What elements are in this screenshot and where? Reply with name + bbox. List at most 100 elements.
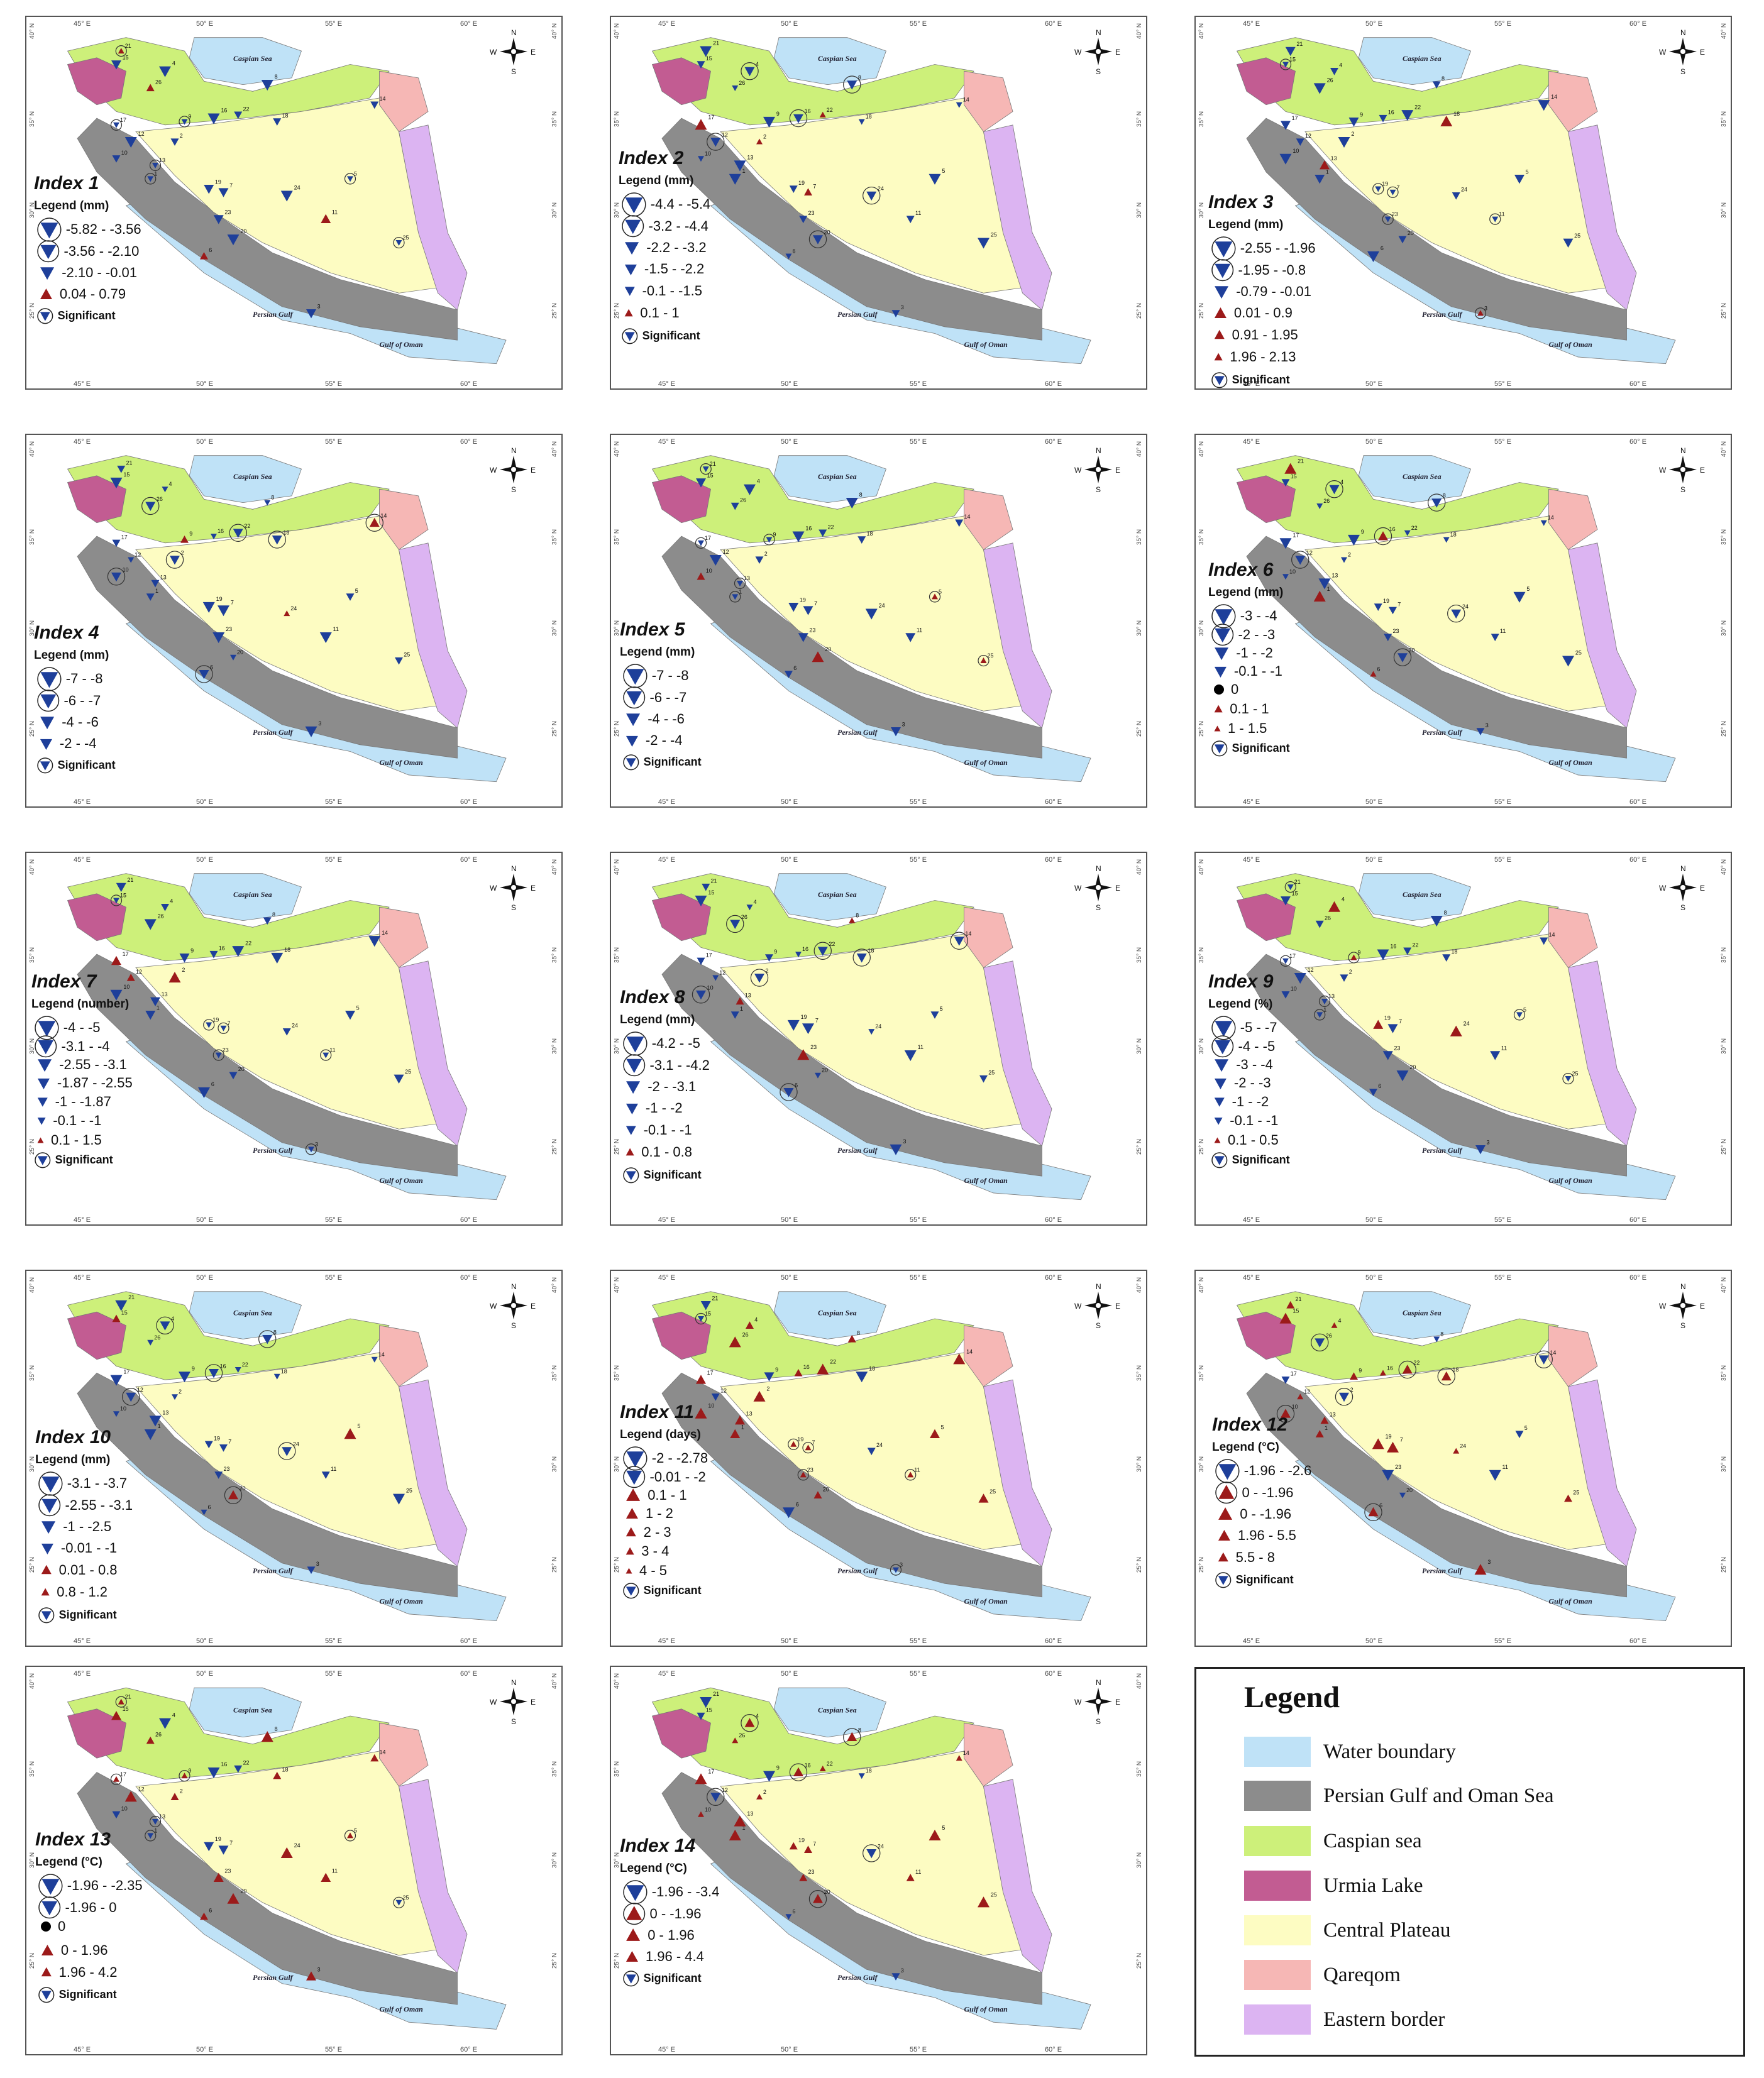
station-marker <box>234 111 243 119</box>
station-marker <box>204 1441 213 1449</box>
legend-entry-label: 0 <box>58 1918 66 1934</box>
lat-label: 25° N <box>1198 1139 1205 1155</box>
legend-entry: -2.2 - -3.2 <box>621 237 707 258</box>
station-label: 22 <box>827 1761 833 1767</box>
station-marker <box>204 1842 214 1852</box>
compass-letter: N <box>511 1282 517 1291</box>
lat-label: 35° N <box>1136 1761 1143 1777</box>
legend-entry-label: 0.1 - 1 <box>640 305 680 321</box>
significance-ring <box>692 986 710 1004</box>
compass-icon <box>500 874 527 901</box>
station-marker <box>1379 114 1387 123</box>
legend-symbol-icon <box>1215 647 1229 661</box>
gulf-region <box>661 536 1042 759</box>
compass-letter: W <box>1659 1302 1667 1311</box>
station-label: 15 <box>1289 57 1296 63</box>
iran-map: 45° E45° E50° E50° E55° E55° E60° E60° E… <box>614 1274 1143 1645</box>
legend-entry-label: -5 - -7 <box>1240 1020 1277 1036</box>
lon-label: 60° E <box>1045 1274 1062 1282</box>
legend-symbol-icon <box>37 1117 46 1125</box>
eastern-region <box>1568 124 1637 311</box>
legend-symbol-icon <box>1211 259 1234 282</box>
station-label: 7 <box>813 1840 816 1847</box>
station-marker <box>753 1390 766 1402</box>
legend-symbol-icon <box>41 1921 51 1932</box>
qareqom-region <box>379 488 429 551</box>
station-label: 9 <box>1361 529 1364 535</box>
station-marker <box>200 1912 208 1920</box>
station-marker <box>207 1767 220 1779</box>
station-marker <box>737 581 743 586</box>
legend-symbol-icon <box>626 1148 634 1156</box>
legend-symbol-icon <box>626 1507 638 1519</box>
lon-label: 60° E <box>1045 2046 1062 2053</box>
significance-ring <box>863 186 881 205</box>
swatch-gulf <box>1244 1781 1311 1811</box>
station-label: 23 <box>224 1466 230 1472</box>
station-marker <box>730 920 741 929</box>
map-panel-10: 45° E 45° E 50° E 50° E 55° E 55° E 60° E 60° E… <box>25 1270 563 1647</box>
qareqom-region <box>379 70 429 133</box>
station-marker <box>1514 175 1524 184</box>
compass-letter: N <box>1680 28 1686 37</box>
station-marker <box>1316 503 1323 509</box>
station-label: 16 <box>1389 526 1396 532</box>
legend-symbol-icon <box>622 215 644 238</box>
qareqom-region <box>379 906 429 969</box>
legend-symbol-icon <box>38 1471 63 1496</box>
station-label: 21 <box>712 1295 718 1301</box>
station-marker <box>1377 949 1389 960</box>
significance-ring <box>843 75 861 94</box>
significance-ring <box>700 463 712 475</box>
significance-ring <box>843 1728 861 1746</box>
legend-entry-label: -7 - -8 <box>65 671 103 687</box>
significance-ring <box>145 173 157 185</box>
lon-label: 60° E <box>1045 798 1062 806</box>
compass-letter: S <box>511 67 516 76</box>
significant-label: Significant <box>643 1584 702 1597</box>
legend-entry-label: -4 - -6 <box>648 711 685 727</box>
station-marker <box>1339 1392 1349 1402</box>
significance-ring <box>212 1049 224 1061</box>
station-label: 19 <box>1386 1433 1392 1439</box>
station-marker <box>206 1022 212 1028</box>
station-label: 1 <box>740 1006 743 1012</box>
station-marker <box>1430 916 1443 927</box>
legend-label-eastern: Eastern border <box>1323 2008 1445 2031</box>
significance-ring <box>204 1364 223 1382</box>
station-marker <box>696 478 706 488</box>
legend-symbol-icon <box>1215 1482 1238 1504</box>
lat-label: 40° N <box>614 23 620 39</box>
station-marker <box>395 1899 402 1906</box>
station-label: 8 <box>859 492 863 498</box>
station-label: 5 <box>356 1004 360 1011</box>
station-label: 16 <box>221 107 227 114</box>
station-label: 24 <box>292 1023 298 1029</box>
legend-entry-label: 0.1 - 1 <box>648 1487 687 1504</box>
legend-entry-label: -1.96 - 0 <box>65 1899 117 1915</box>
lon-label: 60° E <box>1629 1274 1646 1282</box>
station-label: 20 <box>822 1067 828 1074</box>
legend-entry: -0.1 - -1 <box>1211 662 1282 681</box>
station-label: 10 <box>706 568 712 574</box>
station-label: 2 <box>1349 969 1352 975</box>
station-marker <box>371 1356 378 1363</box>
lon-label: 55° E <box>910 2046 927 2053</box>
station-label: 14 <box>963 1750 969 1756</box>
station-label: 8 <box>856 913 859 919</box>
caspian-region <box>1236 873 1559 962</box>
lon-label: 60° E <box>460 1637 477 1645</box>
legend-entry: 0 - -1.96 <box>622 1902 701 1926</box>
station-label: 9 <box>775 1366 778 1373</box>
station-marker <box>847 1334 856 1343</box>
lon-label: 60° E <box>460 380 477 388</box>
station-label: 7 <box>815 1017 819 1023</box>
station-marker <box>1396 1070 1409 1082</box>
lat-label: 40° N <box>29 1277 36 1293</box>
legend-entry: 5.5 - 8 <box>1215 1549 1275 1566</box>
gulf-region <box>661 1772 1042 2005</box>
station-marker <box>215 1052 222 1058</box>
station-label: 21 <box>126 460 133 466</box>
lat-label: 40° N <box>29 859 36 875</box>
significance-ring <box>802 1442 814 1454</box>
